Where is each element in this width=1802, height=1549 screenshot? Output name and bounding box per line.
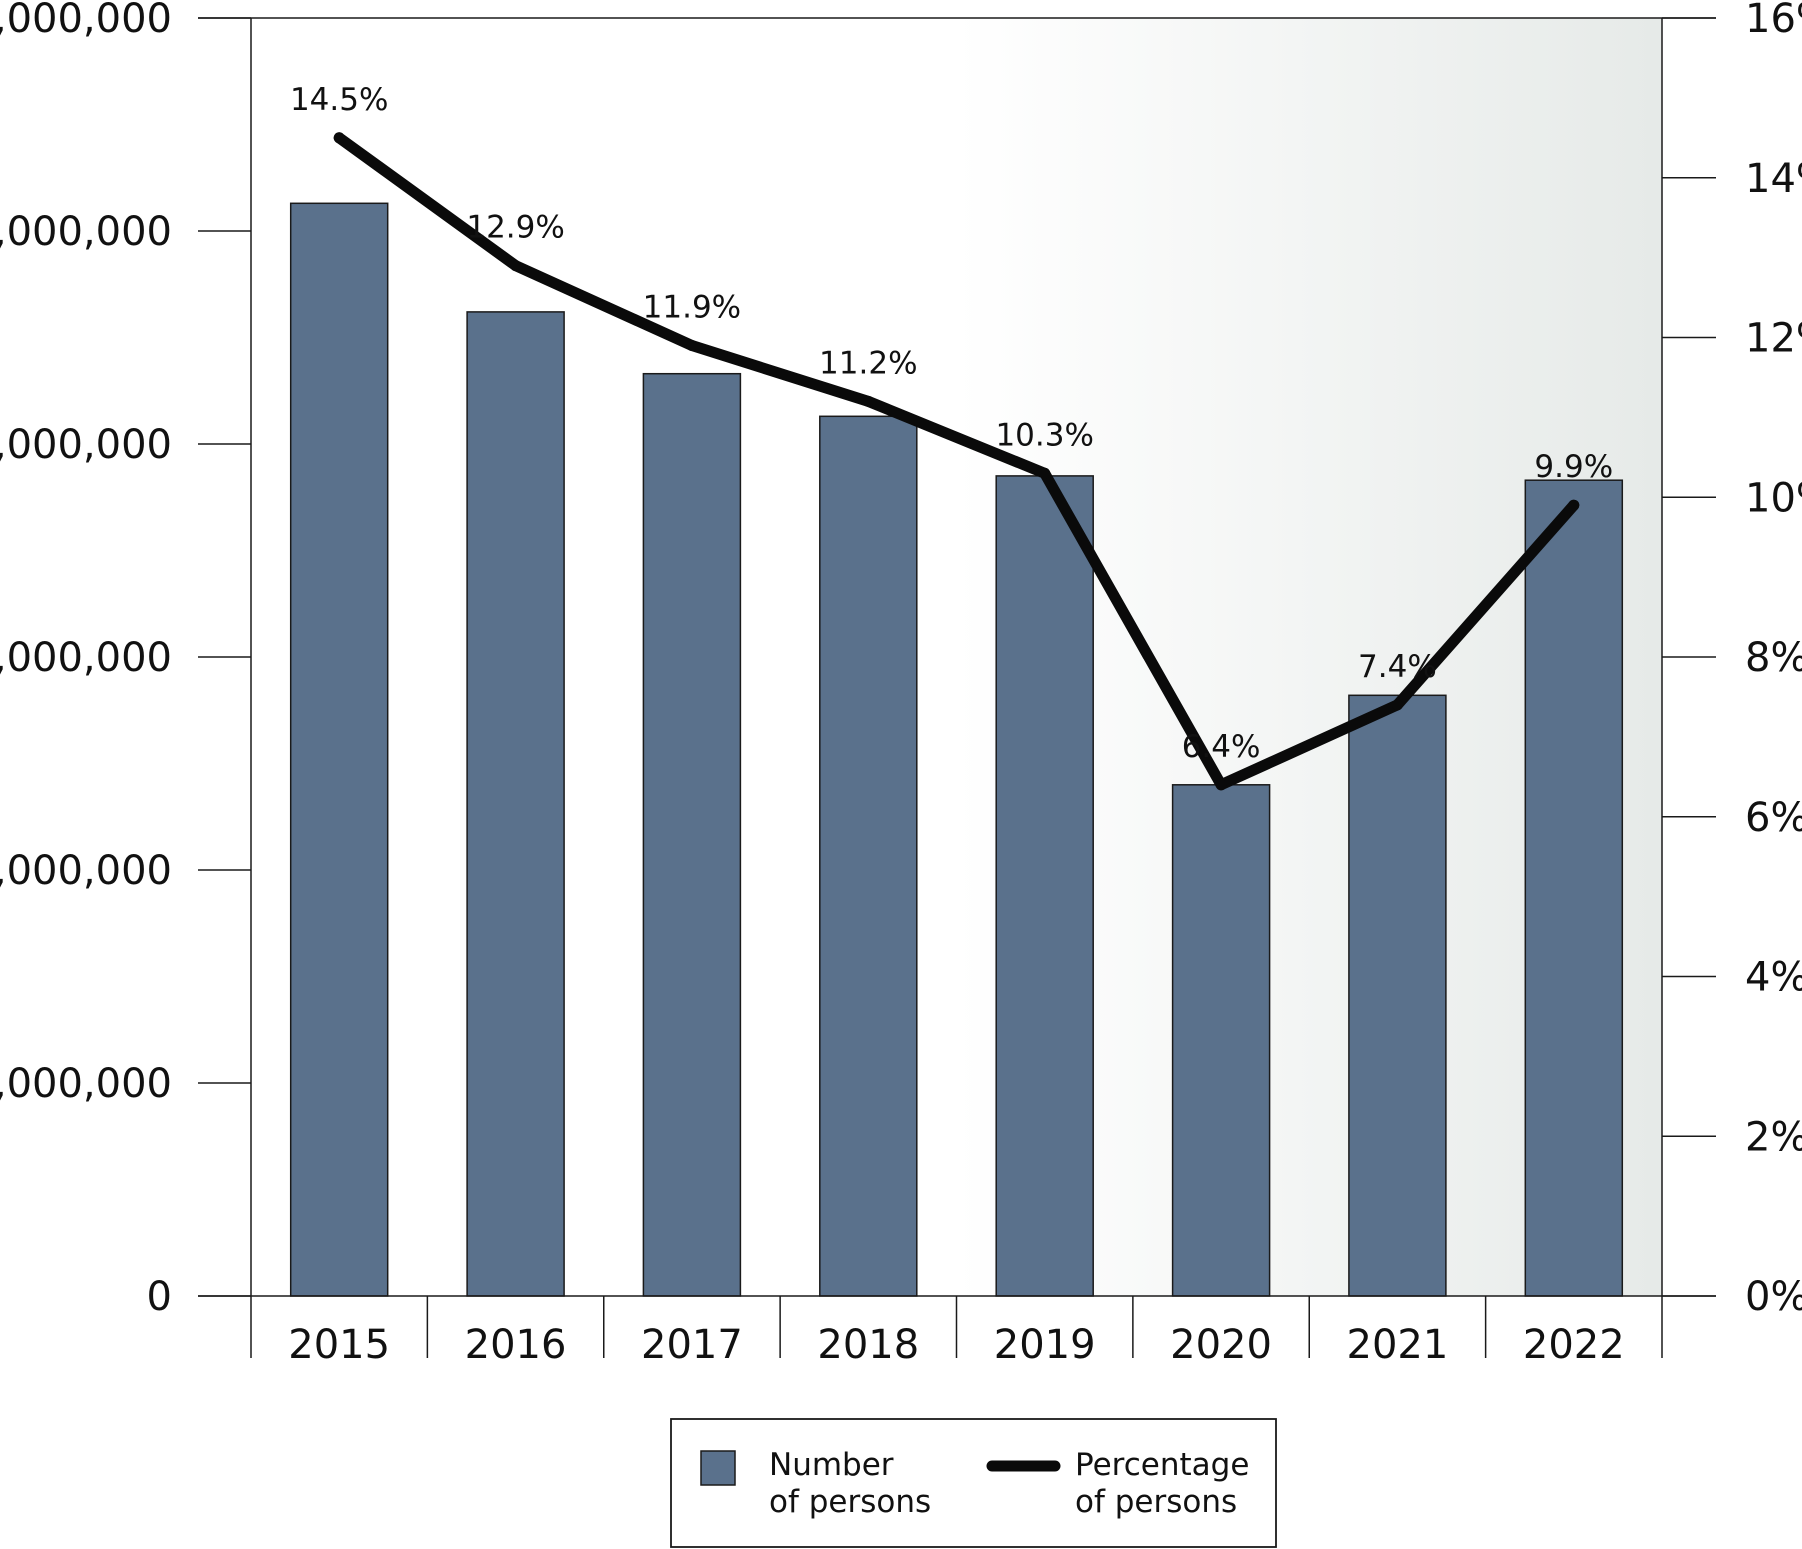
right-tick-label: 0% [1745,1274,1802,1320]
bar-2018 [819,415,918,1297]
right-tick-label: 8% [1745,635,1802,681]
data-label: 14.5% [290,82,388,118]
data-label: 10.3% [995,417,1093,453]
x-tick-label: 2015 [288,1322,390,1368]
x-tick-label: 2022 [1523,1322,1625,1368]
bar-2022 [1524,479,1624,1297]
bar-2016 [466,311,565,1297]
bar-2021 [1348,694,1447,1297]
left-tick-label: 2,000,000 [0,848,172,894]
x-tick-label: 2021 [1347,1322,1449,1368]
line-point-2021 [1391,699,1403,711]
labels-layer: 0 1,000,000 2,000,000 3,000,000 4,000,000 5,0… [0,0,1802,1368]
x-tick-label: 2017 [641,1322,743,1368]
bar-2015 [289,202,389,1297]
plot-background [251,18,1662,1296]
bar-2019 [995,475,1094,1297]
legend-label-line: Percentage [1075,1447,1249,1483]
left-tick-label: 3,000,000 [0,635,172,681]
legend-label-line: of persons [1075,1484,1237,1520]
right-tick-label: 10% [1745,475,1802,521]
line-point-2016 [510,260,522,272]
left-tick-label: 5,000,000 [0,209,172,255]
left-tick-label: 4,000,000 [0,422,172,468]
x-tick-label: 2018 [817,1322,919,1368]
x-tick-label: 2016 [465,1322,567,1368]
right-tick-label: 16% [1745,0,1802,42]
percentage-line [333,132,1580,791]
line-point-2018 [862,395,874,407]
data-label: 11.2% [819,345,917,381]
x-tick-label: 2019 [994,1322,1096,1368]
plot-frame [198,17,1716,1358]
data-label: 12.9% [466,210,564,246]
line-point-2019 [1039,467,1051,479]
x-tick-label: 2020 [1170,1322,1272,1368]
line-point-2015 [333,132,345,144]
bar-2017 [642,372,742,1297]
data-label: 9.9% [1534,449,1613,485]
left-tick-label: 1,000,000 [0,1061,172,1107]
right-tick-label: 6% [1745,795,1802,841]
line-point-2022 [1568,499,1580,511]
bar-2020 [1171,784,1271,1297]
data-label: 7.4% [1358,649,1437,685]
left-tick-label: 0 [147,1274,172,1320]
line-point-2020 [1215,779,1227,791]
right-tick-label: 2% [1745,1114,1802,1160]
right-tick-label: 12% [1745,316,1802,362]
data-label: 6.4% [1182,729,1261,765]
legend-swatch-bar [700,1450,736,1486]
line-point-2017 [686,340,698,351]
legend-box [670,1418,1277,1548]
right-tick-label: 14% [1745,156,1802,202]
bars-layer [289,202,1624,1297]
legend-label-bar: of persons [769,1484,931,1520]
legend-label-bar: Number [769,1447,894,1483]
right-tick-label: 4% [1745,955,1802,1001]
data-label: 11.9% [643,290,741,326]
line-layer [333,132,1580,791]
left-tick-label: 6,000,000 [0,0,172,42]
